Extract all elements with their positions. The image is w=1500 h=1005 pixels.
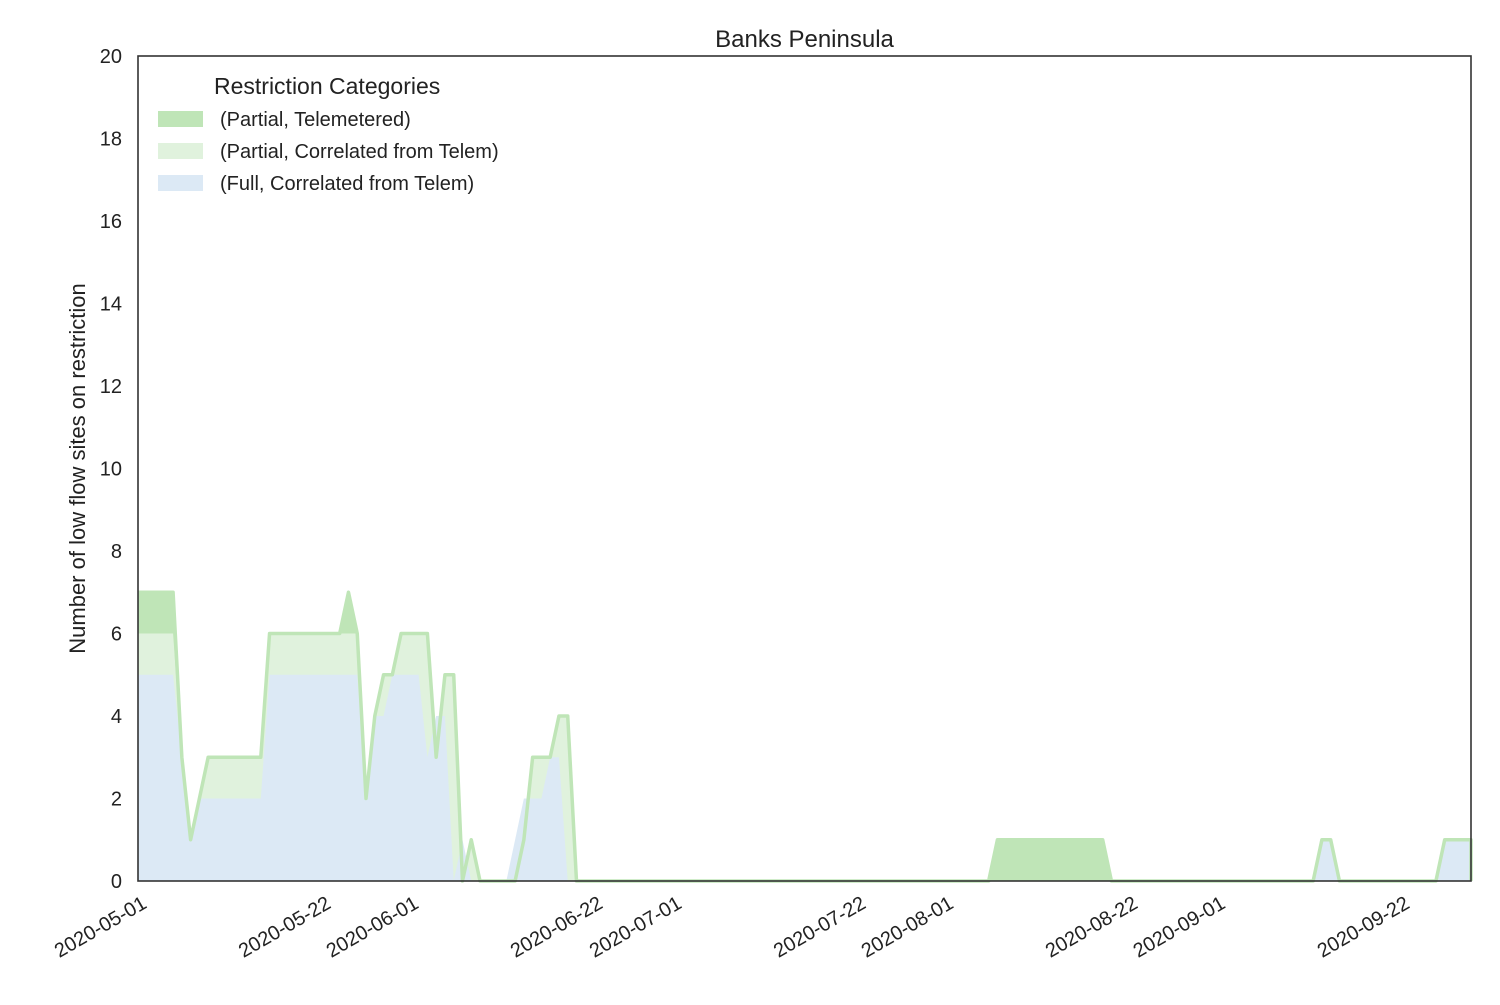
area-series-0 — [138, 675, 1471, 881]
y-tick-label: 10 — [100, 459, 122, 481]
y-tick-label: 20 — [100, 46, 122, 68]
legend-label: (Full, Correlated from Telem) — [220, 173, 474, 195]
legend-label: (Partial, Correlated from Telem) — [220, 141, 499, 163]
x-tick-label: 2020-08-01 — [858, 892, 958, 962]
x-tick-label: 2020-05-22 — [235, 892, 335, 962]
y-tick-label: 6 — [111, 624, 122, 646]
legend: Restriction Categories (Partial, Telemet… — [158, 73, 499, 195]
y-tick-label: 12 — [100, 376, 122, 398]
y-axis-label: Number of low flow sites on restriction — [65, 283, 90, 653]
chart-title: Banks Peninsula — [715, 26, 894, 53]
x-tick-label: 2020-09-22 — [1314, 892, 1414, 962]
x-tick-label: 2020-09-01 — [1130, 892, 1230, 962]
x-tick-label: 2020-06-01 — [323, 892, 423, 962]
y-tick-label: 0 — [111, 871, 122, 893]
legend-title: Restriction Categories — [214, 73, 440, 99]
legend-swatch — [158, 111, 203, 127]
y-axis: 0 2 4 6 8 10 12 14 16 18 20 — [100, 46, 122, 893]
y-tick-label: 4 — [111, 706, 122, 728]
x-tick-label: 2020-08-22 — [1042, 892, 1142, 962]
y-tick-label: 18 — [100, 129, 122, 151]
y-tick-label: 8 — [111, 541, 122, 563]
y-tick-label: 14 — [100, 294, 122, 316]
y-tick-label: 2 — [111, 789, 122, 811]
legend-swatch — [158, 175, 203, 191]
legend-label: (Partial, Telemetered) — [220, 109, 411, 131]
areas-layer — [138, 592, 1471, 881]
y-tick-label: 16 — [100, 211, 122, 233]
x-tick-label: 2020-05-01 — [51, 892, 151, 962]
x-tick-label: 2020-07-22 — [770, 892, 870, 962]
legend-swatch — [158, 143, 203, 159]
